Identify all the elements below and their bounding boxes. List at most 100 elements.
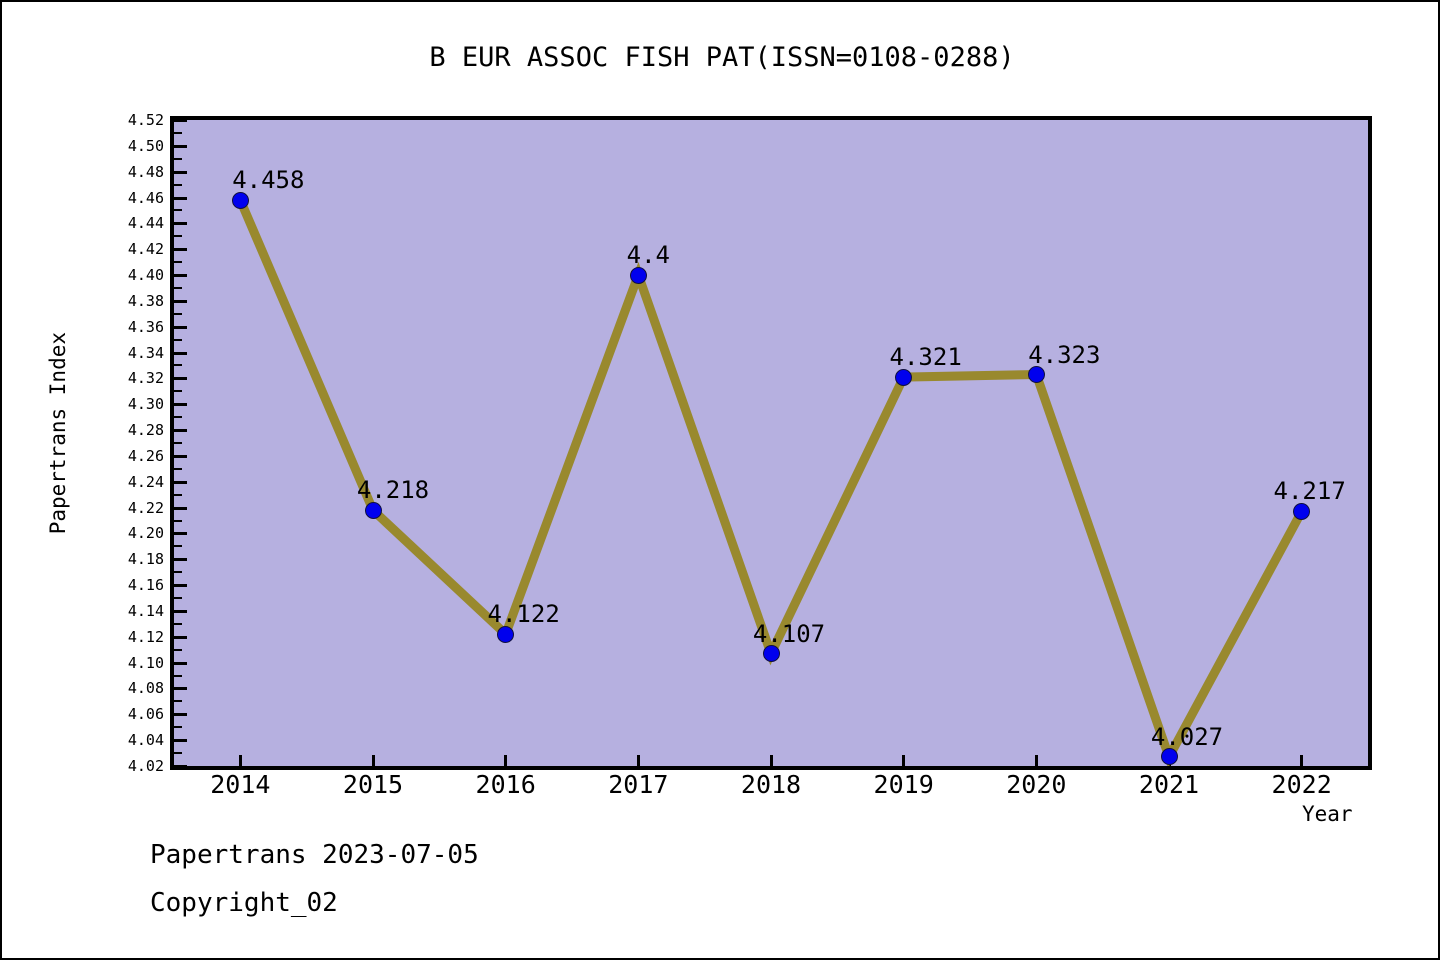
y-tick-label: 4.38 xyxy=(127,291,164,310)
y-tick-mark-minor xyxy=(174,235,182,238)
y-tick-mark xyxy=(174,713,187,717)
data-point-label: 4.323 xyxy=(1028,340,1101,369)
y-tick-mark-minor xyxy=(174,416,182,419)
y-tick-mark xyxy=(174,299,187,303)
y-tick-label: 4.22 xyxy=(127,498,164,517)
y-axis-title: Papertrans Index xyxy=(46,332,70,535)
y-tick-mark xyxy=(174,584,187,588)
x-tick-label: 2020 xyxy=(1006,770,1067,799)
plot-inner: 4.458 4.218 4.122 4.4 4.107 4.321 4.323 4.027 4.… xyxy=(174,119,1368,768)
y-tick-mark xyxy=(174,739,187,743)
y-tick-mark-minor xyxy=(174,442,182,444)
y-tick-label: 4.30 xyxy=(127,395,164,414)
y-tick-mark xyxy=(174,454,187,458)
data-point-label: 4.122 xyxy=(487,600,560,629)
x-tick-mark xyxy=(636,755,640,766)
y-tick-mark xyxy=(174,144,187,148)
x-tick-label: 2017 xyxy=(608,770,669,799)
x-tick-label: 2015 xyxy=(342,770,404,799)
x-tick-label: 2018 xyxy=(740,770,802,799)
y-tick-mark-minor xyxy=(174,209,182,212)
y-tick-mark-minor xyxy=(174,571,182,574)
line-series xyxy=(236,198,1306,766)
y-tick-label: 4.04 xyxy=(127,731,164,750)
y-tick-mark xyxy=(174,274,187,278)
y-tick-mark xyxy=(174,325,187,329)
y-tick-mark-minor xyxy=(174,131,182,134)
footer-copyright: Copyright_02 xyxy=(150,888,338,918)
y-tick-mark-minor xyxy=(174,726,182,729)
x-tick-mark xyxy=(504,755,508,766)
y-tick-label: 4.50 xyxy=(127,136,164,155)
y-tick-mark-minor xyxy=(174,622,182,625)
y-tick-label: 4.46 xyxy=(127,188,164,207)
y-tick-mark-minor xyxy=(174,545,182,548)
y-tick-mark xyxy=(174,687,187,691)
footer-date: Papertrans 2023-07-05 xyxy=(150,840,479,870)
y-tick-mark-minor xyxy=(174,700,182,703)
data-point-marker[interactable] xyxy=(1027,366,1045,384)
page-title: B EUR ASSOC FISH PAT(ISSN=0108-0288) xyxy=(429,42,1015,73)
y-tick-mark-minor xyxy=(174,338,182,341)
y-tick-label: 4.48 xyxy=(127,162,164,181)
data-point-label: 4.458 xyxy=(232,166,305,195)
y-tick-mark xyxy=(174,506,187,510)
data-point-marker[interactable] xyxy=(629,266,647,284)
y-tick-mark-minor xyxy=(174,183,182,186)
x-axis-title: Year xyxy=(1302,802,1353,826)
y-tick-label: 4.32 xyxy=(127,369,164,388)
y-tick-mark-minor xyxy=(174,519,182,522)
y-tick-mark xyxy=(174,532,187,536)
y-tick-mark xyxy=(174,222,187,226)
y-tick-mark-minor xyxy=(174,674,182,677)
y-tick-mark-minor xyxy=(174,648,182,651)
x-tick-mark xyxy=(1034,755,1038,766)
data-point-marker[interactable] xyxy=(231,191,249,209)
x-tick-mark xyxy=(769,755,773,766)
y-tick-mark-minor xyxy=(174,752,182,755)
data-point-marker[interactable] xyxy=(1160,748,1178,766)
y-tick-mark-minor xyxy=(174,157,182,160)
y-tick-label: 4.12 xyxy=(127,627,164,646)
data-point-marker[interactable] xyxy=(762,645,780,663)
data-point-label: 4.027 xyxy=(1150,722,1224,751)
y-tick-label: 4.02 xyxy=(127,757,164,775)
x-tick-label: 2021 xyxy=(1138,770,1200,799)
x-tick-label: 2022 xyxy=(1271,770,1332,799)
x-tick-mark xyxy=(371,755,375,766)
y-tick-mark xyxy=(174,248,187,252)
y-tick-mark-minor xyxy=(174,261,182,264)
y-tick-label: 4.36 xyxy=(127,317,164,336)
x-tick-label: 2016 xyxy=(475,770,536,799)
y-tick-mark xyxy=(174,196,187,200)
y-tick-label: 4.16 xyxy=(127,576,164,595)
y-tick-mark xyxy=(174,403,187,407)
data-point-label: 4.107 xyxy=(752,619,826,648)
data-point-marker[interactable] xyxy=(895,368,913,386)
x-tick-label: 2019 xyxy=(873,770,934,799)
plot-area: 4.458 4.218 4.122 4.4 4.107 4.321 4.323 4.027 4.… xyxy=(170,116,1372,770)
y-tick-mark xyxy=(174,765,187,768)
x-tick-mark xyxy=(902,755,906,766)
x-tick-mark xyxy=(1300,755,1304,766)
y-tick-mark xyxy=(174,351,187,355)
y-tick-label: 4.52 xyxy=(127,111,164,129)
data-point-label: 4.217 xyxy=(1273,477,1346,506)
data-point-label: 4.218 xyxy=(356,476,430,505)
y-tick-label: 4.18 xyxy=(127,550,164,569)
y-tick-label: 4.26 xyxy=(127,446,164,465)
y-tick-label: 4.40 xyxy=(127,266,164,285)
y-tick-label: 4.08 xyxy=(127,679,164,698)
y-tick-label: 4.06 xyxy=(127,705,164,724)
data-point-marker[interactable] xyxy=(497,625,515,643)
y-tick-label: 4.14 xyxy=(127,601,164,620)
y-tick-mark xyxy=(174,558,187,562)
data-point-marker[interactable] xyxy=(364,501,382,519)
x-tick-label: 2014 xyxy=(210,770,271,799)
y-tick-mark xyxy=(174,170,187,174)
y-tick-mark xyxy=(174,119,187,122)
y-tick-label: 4.10 xyxy=(127,653,164,672)
y-tick-mark-minor xyxy=(174,493,182,496)
data-point-marker[interactable] xyxy=(1293,502,1311,520)
